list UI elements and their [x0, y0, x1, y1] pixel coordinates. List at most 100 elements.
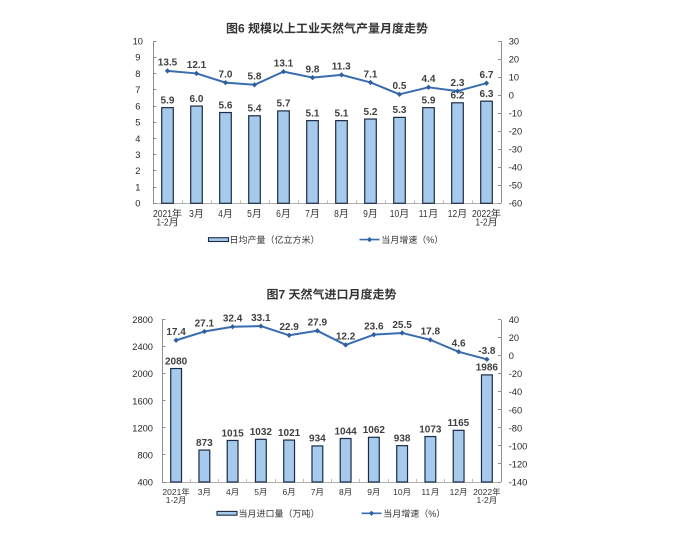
svg-text:1044: 1044: [335, 426, 358, 437]
svg-text:1-2: 1-2: [166, 495, 179, 505]
svg-text:40: 40: [509, 315, 519, 325]
svg-text:1986: 1986: [476, 363, 499, 374]
svg-text:2080: 2080: [165, 356, 188, 367]
svg-text:8: 8: [135, 69, 140, 79]
svg-text:12.2: 12.2: [336, 332, 356, 343]
svg-text:6.3: 6.3: [480, 89, 494, 100]
svg-text:1200: 1200: [132, 423, 153, 433]
svg-text:4: 4: [226, 487, 231, 497]
svg-text:2021: 2021: [153, 208, 172, 219]
svg-text:2022: 2022: [473, 487, 492, 497]
svg-text:23.6: 23.6: [364, 321, 384, 332]
svg-text:10: 10: [133, 37, 143, 47]
svg-text:5: 5: [135, 118, 140, 128]
svg-text:2000: 2000: [132, 369, 153, 379]
svg-text:6: 6: [276, 208, 281, 219]
svg-text:-100: -100: [509, 441, 528, 451]
svg-text:1: 1: [135, 182, 140, 192]
svg-text:2: 2: [135, 166, 140, 176]
svg-text:12: 12: [450, 487, 460, 497]
svg-text:-40: -40: [509, 387, 522, 397]
svg-text:7.0: 7.0: [219, 69, 233, 80]
svg-text:20: 20: [509, 55, 519, 65]
svg-text:1-2: 1-2: [156, 217, 168, 228]
svg-text:8: 8: [334, 208, 339, 219]
svg-text:6.7: 6.7: [480, 70, 494, 81]
svg-text:25.5: 25.5: [392, 320, 412, 331]
svg-text:-140: -140: [509, 477, 528, 487]
svg-text:-40: -40: [509, 163, 522, 173]
svg-text:5.2: 5.2: [364, 107, 378, 118]
svg-text:10: 10: [393, 487, 403, 497]
svg-text:5.1: 5.1: [335, 108, 349, 119]
svg-text:6: 6: [283, 487, 288, 497]
svg-text:5.7: 5.7: [277, 99, 291, 110]
svg-text:13.1: 13.1: [274, 58, 294, 69]
svg-text:5: 5: [247, 208, 252, 219]
svg-text:9.8: 9.8: [306, 64, 320, 75]
svg-text:7: 7: [305, 208, 310, 219]
svg-text:33.1: 33.1: [251, 313, 271, 324]
svg-text:17.4: 17.4: [166, 327, 186, 338]
svg-text:938: 938: [394, 433, 411, 444]
svg-text:873: 873: [196, 438, 213, 449]
svg-text:1165: 1165: [448, 418, 470, 429]
svg-text:4: 4: [218, 208, 223, 219]
svg-text:2.3: 2.3: [451, 78, 465, 89]
svg-text:7: 7: [135, 85, 140, 95]
svg-text:2800: 2800: [132, 315, 153, 325]
svg-text:0.5: 0.5: [393, 81, 407, 92]
svg-text:5: 5: [254, 487, 259, 497]
svg-text:934: 934: [309, 434, 326, 445]
svg-text:2400: 2400: [132, 342, 153, 352]
svg-text:5.4: 5.4: [248, 104, 262, 115]
svg-text:20: 20: [509, 333, 519, 343]
svg-text:-10: -10: [509, 109, 522, 119]
svg-text:1015: 1015: [222, 428, 245, 439]
svg-text:1-2: 1-2: [476, 495, 489, 505]
svg-text:-20: -20: [509, 127, 522, 137]
svg-text:1032: 1032: [250, 427, 273, 438]
svg-text:6: 6: [238, 22, 245, 36]
svg-text:27.1: 27.1: [195, 318, 215, 329]
svg-text:2022: 2022: [472, 208, 491, 219]
svg-text:%: %: [426, 235, 434, 245]
svg-text:6.2: 6.2: [451, 91, 465, 102]
svg-text:-30: -30: [509, 145, 522, 155]
svg-text:5.6: 5.6: [219, 100, 233, 111]
svg-text:4.4: 4.4: [422, 74, 436, 85]
svg-text:27.9: 27.9: [308, 318, 328, 329]
svg-text:11: 11: [421, 487, 430, 497]
svg-text:0: 0: [509, 351, 514, 361]
svg-text:9: 9: [135, 53, 140, 63]
svg-text:12: 12: [448, 208, 457, 219]
svg-text:12.1: 12.1: [187, 60, 207, 71]
svg-text:10: 10: [509, 73, 519, 83]
svg-text:-120: -120: [509, 459, 528, 469]
svg-text:1600: 1600: [132, 396, 153, 406]
svg-text:7: 7: [311, 487, 316, 497]
svg-text:1073: 1073: [419, 424, 442, 435]
svg-text:1062: 1062: [363, 425, 386, 436]
svg-text:3: 3: [135, 150, 140, 160]
svg-text:-50: -50: [509, 181, 522, 191]
svg-text:400: 400: [137, 477, 153, 487]
svg-text:11.3: 11.3: [332, 62, 351, 73]
svg-text:800: 800: [137, 450, 153, 460]
svg-text:5.9: 5.9: [422, 95, 436, 106]
svg-text:22.9: 22.9: [279, 322, 299, 333]
svg-text:6.0: 6.0: [190, 94, 204, 105]
svg-text:13.5: 13.5: [158, 58, 178, 69]
svg-text:9: 9: [363, 208, 368, 219]
svg-text:7: 7: [279, 288, 286, 302]
svg-text:4.6: 4.6: [452, 339, 466, 350]
svg-text:32.4: 32.4: [223, 314, 243, 325]
svg-text:-3.8: -3.8: [478, 346, 496, 357]
svg-text:10: 10: [390, 208, 399, 219]
svg-text:4: 4: [135, 134, 140, 144]
svg-text:30: 30: [509, 37, 519, 47]
svg-text:3: 3: [198, 487, 203, 497]
svg-text:6: 6: [135, 101, 140, 111]
svg-text:-60: -60: [509, 405, 522, 415]
svg-text:1021: 1021: [278, 428, 301, 439]
